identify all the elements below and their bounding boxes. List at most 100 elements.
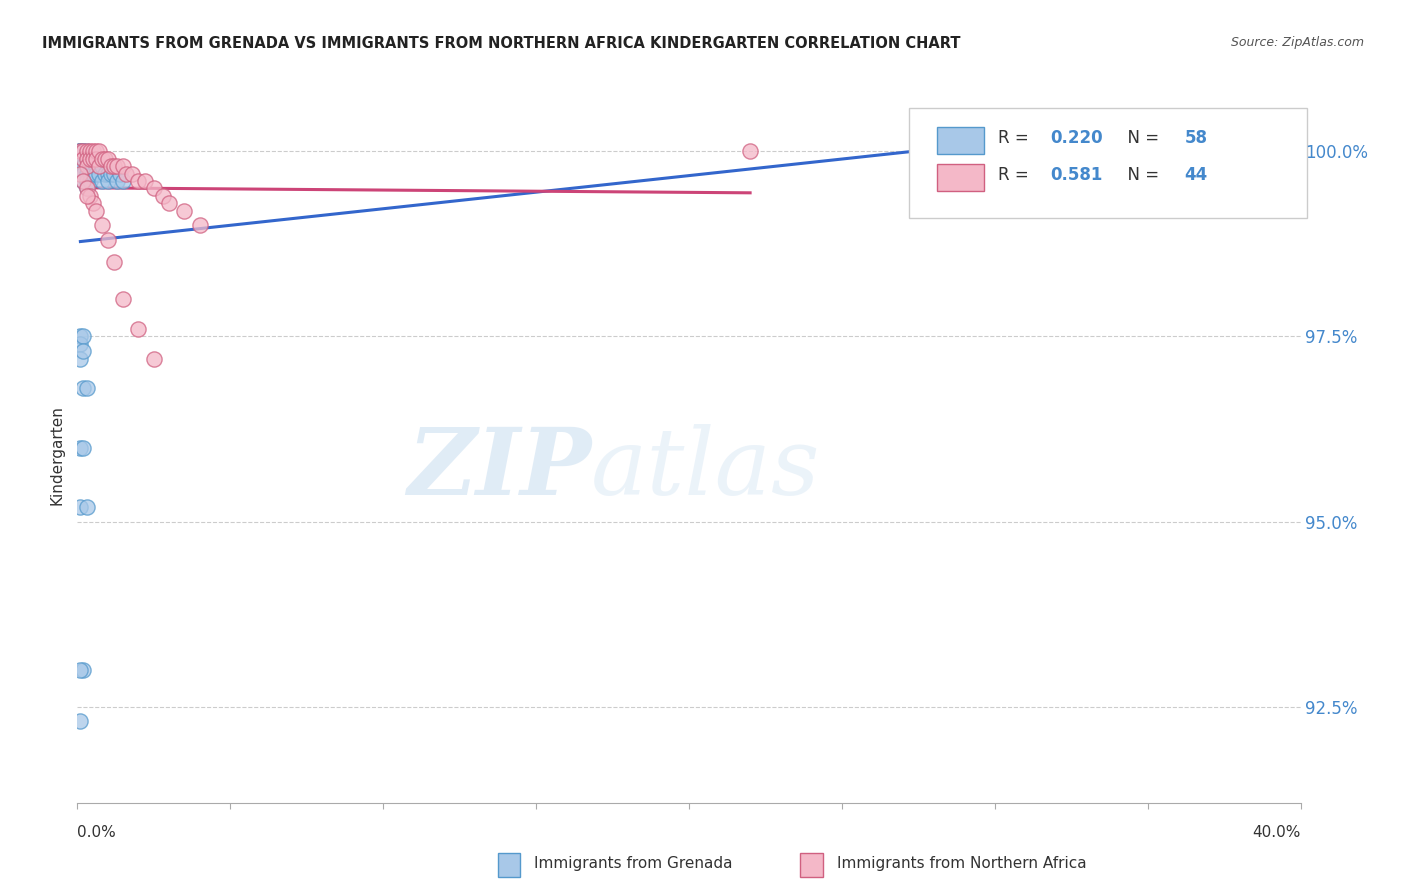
Point [72, 329, 94, 343]
Point [90, 174, 112, 188]
Point [84, 152, 107, 166]
Point [103, 255, 125, 269]
Text: atlas: atlas [591, 424, 821, 514]
Text: ZIP: ZIP [406, 424, 591, 514]
Point [134, 174, 156, 188]
Point [72, 159, 94, 173]
Point [76, 159, 98, 173]
Point [100, 167, 122, 181]
Point [79, 189, 101, 203]
Point [1152, 145, 1174, 159]
Point [740, 145, 762, 159]
Point [84, 152, 107, 166]
Point [82, 196, 104, 211]
Point [72, 381, 94, 395]
Point [76, 189, 98, 203]
Point [94, 167, 117, 181]
Point [69, 152, 91, 166]
Point [103, 159, 125, 173]
Point [72, 344, 94, 359]
Text: Source: ZipAtlas.com: Source: ZipAtlas.com [1230, 36, 1364, 49]
Point [82, 159, 104, 173]
Point [82, 145, 104, 159]
Point [69, 500, 91, 514]
Text: 40.0%: 40.0% [1253, 825, 1301, 840]
Point [82, 167, 104, 181]
Point [69, 145, 91, 159]
Point [100, 159, 122, 173]
Text: 0.0%: 0.0% [77, 825, 117, 840]
Point [84, 203, 107, 218]
Point [69, 145, 91, 159]
Text: N =: N = [1118, 129, 1164, 147]
Point [79, 152, 101, 166]
Point [69, 145, 91, 159]
Point [72, 441, 94, 455]
Text: R =: R = [998, 129, 1035, 147]
Point [84, 167, 107, 181]
Text: N =: N = [1118, 166, 1164, 185]
Point [72, 152, 94, 166]
Point [69, 145, 91, 159]
Text: R =: R = [998, 166, 1035, 185]
Point [115, 167, 138, 181]
Point [69, 441, 91, 455]
Text: 0.581: 0.581 [1050, 166, 1102, 185]
Point [103, 167, 125, 181]
Point [94, 152, 117, 166]
Point [72, 152, 94, 166]
Point [90, 219, 112, 233]
Point [76, 152, 98, 166]
Point [69, 663, 91, 677]
Point [69, 337, 91, 351]
Point [76, 159, 98, 173]
Point [108, 167, 131, 181]
Point [97, 152, 120, 166]
Text: 44: 44 [1184, 166, 1208, 185]
Point [69, 351, 91, 366]
Point [76, 167, 98, 181]
Point [84, 159, 107, 173]
Text: Immigrants from Northern Africa: Immigrants from Northern Africa [837, 856, 1087, 871]
Point [188, 219, 211, 233]
Point [105, 159, 128, 173]
Point [76, 174, 98, 188]
Point [112, 293, 135, 307]
Point [76, 381, 98, 395]
Point [69, 714, 91, 729]
Point [76, 181, 98, 195]
Point [76, 145, 98, 159]
Text: 0.220: 0.220 [1050, 129, 1102, 147]
FancyBboxPatch shape [910, 109, 1306, 219]
Point [112, 159, 135, 173]
Point [87, 159, 110, 173]
Point [90, 152, 112, 166]
Point [82, 152, 104, 166]
Point [142, 351, 165, 366]
Point [72, 174, 94, 188]
Point [128, 174, 150, 188]
Bar [938, 164, 984, 191]
Text: 58: 58 [1184, 129, 1208, 147]
Point [76, 145, 98, 159]
Point [72, 152, 94, 166]
Point [72, 167, 94, 181]
Point [76, 181, 98, 195]
Point [72, 145, 94, 159]
Text: Immigrants from Grenada: Immigrants from Grenada [534, 856, 733, 871]
Point [69, 167, 91, 181]
Y-axis label: Kindergarten: Kindergarten [49, 405, 65, 505]
Point [79, 174, 101, 188]
Text: IMMIGRANTS FROM GRENADA VS IMMIGRANTS FROM NORTHERN AFRICA KINDERGARTEN CORRELAT: IMMIGRANTS FROM GRENADA VS IMMIGRANTS FR… [42, 36, 960, 51]
Point [76, 500, 98, 514]
Point [69, 329, 91, 343]
Point [157, 196, 180, 211]
Point [97, 167, 120, 181]
Bar [498, 853, 520, 877]
Point [69, 145, 91, 159]
Point [173, 203, 195, 218]
Point [121, 167, 143, 181]
Point [97, 174, 120, 188]
Point [128, 322, 150, 336]
Point [72, 145, 94, 159]
